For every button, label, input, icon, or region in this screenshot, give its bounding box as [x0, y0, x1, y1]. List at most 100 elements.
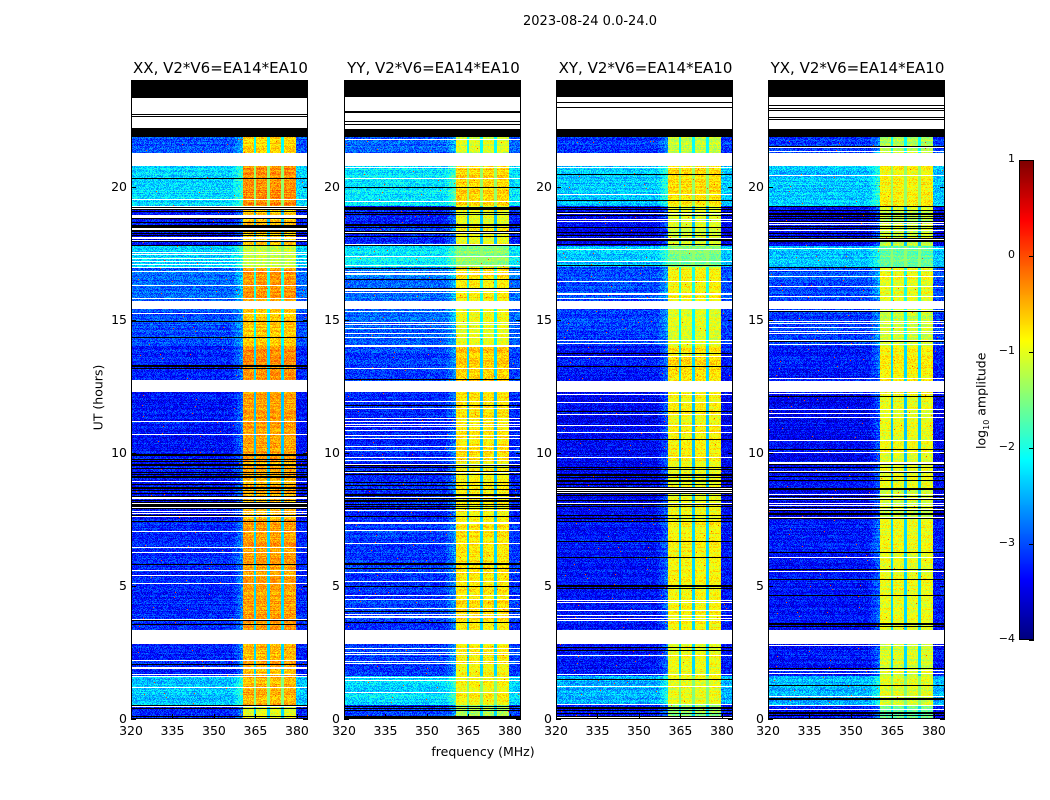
y-tick — [728, 452, 733, 454]
y-tick — [940, 452, 945, 454]
y-tick — [768, 186, 773, 188]
x-tick — [556, 80, 557, 85]
x-tick — [131, 80, 132, 85]
y-axis-label: UT (hours) — [90, 364, 106, 431]
y-tick-label: 0 — [756, 711, 764, 726]
y-tick — [556, 186, 561, 188]
y-tick-label: 15 — [748, 311, 764, 327]
x-tick-label: 335 — [160, 723, 185, 738]
y-tick — [940, 719, 945, 720]
y-tick-label: 15 — [536, 311, 552, 327]
x-tick — [296, 714, 298, 719]
y-tick — [131, 585, 136, 587]
y-tick — [556, 585, 561, 587]
y-tick — [344, 319, 349, 321]
waterfall-image — [769, 81, 944, 718]
colorbar-tick-label: −2 — [998, 440, 1015, 453]
x-tick — [385, 80, 387, 85]
x-tick-label: 380 — [285, 723, 309, 738]
x-tick — [468, 80, 470, 85]
x-tick-label: 350 — [202, 723, 226, 738]
x-tick — [556, 714, 557, 719]
figure-title: 2023-08-24 0.0-24.0 — [523, 14, 657, 29]
x-tick — [509, 80, 511, 85]
panel-title: XX, V2*V6=EA14*EA10 — [133, 59, 308, 77]
y-tick — [556, 719, 561, 720]
x-tick — [768, 714, 769, 719]
y-tick-label: 20 — [324, 178, 340, 194]
y-tick-label: 0 — [332, 711, 340, 726]
colorbar-gradient — [1020, 161, 1033, 639]
x-tick-label: 335 — [797, 723, 822, 738]
y-tick — [131, 319, 136, 321]
x-tick — [426, 80, 428, 85]
y-tick — [940, 319, 945, 321]
x-tick-label: 380 — [710, 723, 734, 738]
x-tick — [213, 714, 215, 719]
x-tick — [172, 80, 174, 85]
y-tick — [516, 186, 521, 188]
colorbar-tick-label: −4 — [998, 632, 1015, 645]
x-tick-label: 365 — [456, 723, 481, 738]
x-tick — [809, 714, 811, 719]
colorbar-tick-label: 0 — [1008, 248, 1015, 261]
x-tick — [344, 80, 345, 85]
x-tick — [213, 80, 215, 85]
y-tick — [516, 319, 521, 321]
x-tick — [933, 714, 935, 719]
x-tick-label: 335 — [585, 723, 610, 738]
x-tick-label: 365 — [880, 723, 905, 738]
x-tick — [172, 714, 174, 719]
y-tick — [768, 452, 773, 454]
y-tick-label: 15 — [324, 311, 340, 327]
x-tick-label: 350 — [415, 723, 439, 738]
x-tick — [680, 714, 682, 719]
y-tick — [556, 319, 561, 321]
y-tick — [344, 186, 349, 188]
colorbar-tick — [1029, 640, 1034, 641]
x-tick — [426, 714, 428, 719]
y-tick — [728, 585, 733, 587]
y-tick-label: 0 — [119, 711, 127, 726]
y-tick-label: 10 — [111, 444, 127, 460]
y-tick — [728, 719, 733, 720]
x-tick — [638, 80, 640, 85]
panel-title: YY, V2*V6=EA14*EA10 — [347, 59, 520, 77]
x-tick — [892, 80, 894, 85]
panel-0: XX, V2*V6=EA14*EA10 — [131, 59, 308, 719]
waterfall-image — [557, 81, 732, 718]
colorbar-tick — [1029, 544, 1034, 545]
x-tick — [850, 714, 852, 719]
x-tick-label: 320 — [119, 723, 143, 738]
y-tick — [303, 186, 308, 188]
y-tick-label: 10 — [536, 444, 552, 460]
y-tick — [303, 585, 308, 587]
x-tick — [680, 80, 682, 85]
x-tick — [296, 80, 298, 85]
x-tick — [385, 714, 387, 719]
y-tick-label: 5 — [756, 577, 764, 593]
y-tick-label: 10 — [324, 444, 340, 460]
colorbar-tick — [1029, 448, 1034, 449]
y-tick — [516, 452, 521, 454]
x-tick — [721, 714, 723, 719]
y-tick — [131, 452, 136, 454]
x-tick-label: 320 — [332, 723, 356, 738]
x-tick — [850, 80, 852, 85]
x-tick-label: 335 — [373, 723, 398, 738]
x-tick-label: 350 — [627, 723, 651, 738]
x-tick-label: 365 — [243, 723, 268, 738]
y-tick-label: 5 — [332, 577, 340, 593]
x-tick — [255, 714, 257, 719]
y-tick-label: 5 — [544, 577, 552, 593]
y-tick — [131, 186, 136, 188]
x-axis-label: frequency (MHz) — [431, 744, 535, 759]
y-tick — [728, 186, 733, 188]
y-tick — [728, 319, 733, 321]
y-tick — [768, 319, 773, 321]
y-tick — [556, 452, 561, 454]
x-tick-label: 320 — [756, 723, 780, 738]
x-tick — [809, 80, 811, 85]
colorbar-tick-label: −1 — [998, 344, 1015, 357]
